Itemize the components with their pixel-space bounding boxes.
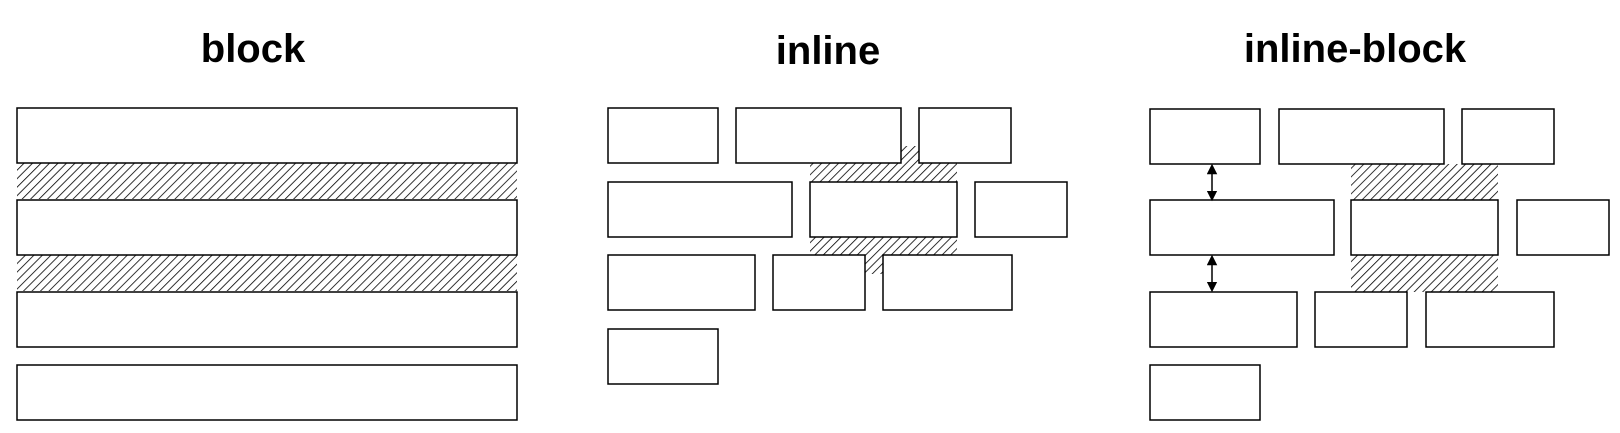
inline-box — [974, 181, 1068, 238]
block-title: block — [200, 27, 306, 71]
block-box — [16, 364, 518, 421]
inline-block-margin-area — [1351, 164, 1498, 200]
inline-box — [607, 254, 756, 311]
inline-block-box — [1461, 108, 1555, 165]
block-margin-area — [17, 255, 517, 291]
block-box — [16, 107, 518, 164]
inline-title: inline — [775, 29, 881, 73]
inline-box — [607, 181, 793, 238]
inline-block-box — [1149, 291, 1298, 348]
inline-block-box — [1149, 108, 1261, 165]
block-box — [16, 291, 518, 348]
element-boxes — [16, 107, 1610, 421]
inline-block-box — [1278, 108, 1445, 165]
block-margin-area — [17, 163, 517, 199]
inline-block-box — [1149, 199, 1335, 256]
inline-box — [882, 254, 1013, 311]
inline-box — [918, 107, 1012, 164]
inline-block-title: inline-block — [1243, 27, 1467, 71]
inline-block-box — [1314, 291, 1408, 348]
inline-box — [772, 254, 866, 311]
inline-box — [607, 107, 719, 164]
inline-box — [735, 107, 902, 164]
inline-block-box — [1425, 291, 1555, 348]
block-box — [16, 199, 518, 256]
inline-block-box — [1516, 199, 1610, 256]
inline-block-margin-area — [1351, 255, 1498, 292]
margin-areas — [17, 146, 1498, 292]
inline-block-box — [1350, 199, 1499, 256]
inline-box — [607, 328, 719, 385]
inline-box — [809, 181, 958, 238]
inline-block-box — [1149, 364, 1261, 421]
